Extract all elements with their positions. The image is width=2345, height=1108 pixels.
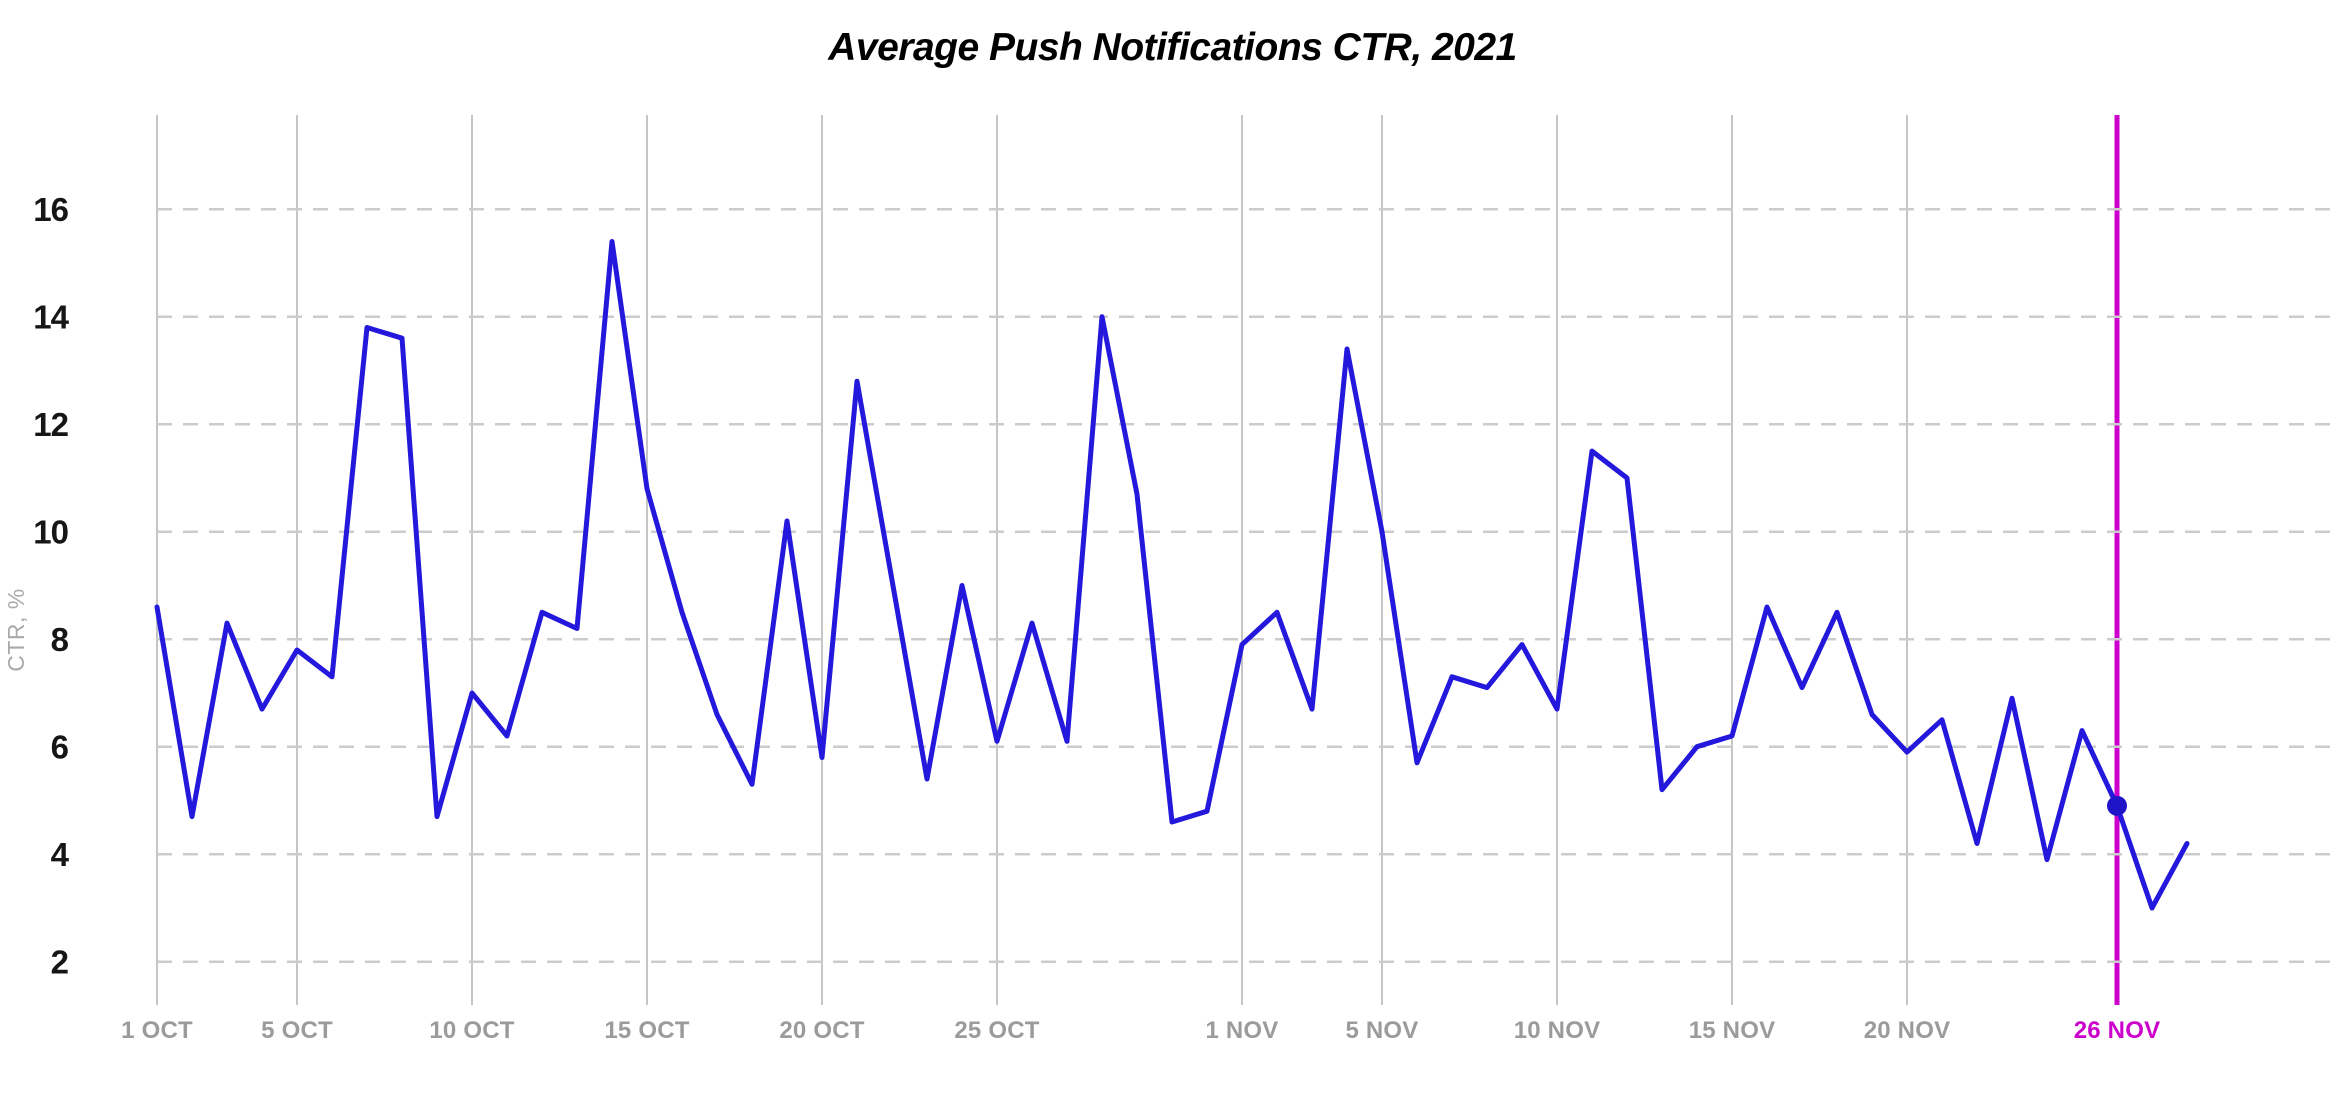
x-tick-label: 20 NOV — [1864, 1017, 1951, 1044]
y-tick-label: 10 — [33, 514, 68, 551]
y-tick-label: 14 — [33, 299, 69, 336]
x-tick-label: 1 OCT — [121, 1017, 193, 1044]
y-tick-label: 6 — [51, 729, 69, 766]
y-tick-label: 12 — [33, 406, 68, 443]
x-tick-label: 15 OCT — [604, 1017, 689, 1044]
y-tick-label: 4 — [51, 836, 70, 873]
ctr-line — [154, 239, 2190, 911]
y-tick-label: 8 — [51, 621, 69, 658]
x-tick-label: 10 NOV — [1514, 1017, 1601, 1044]
x-tick-label: 25 OCT — [954, 1017, 1039, 1044]
x-tick-label-highlight: 26 NOV — [2074, 1017, 2161, 1044]
y-tick-label: 2 — [51, 944, 69, 981]
x-tick-label: 5 OCT — [261, 1017, 333, 1044]
x-tick-label: 20 OCT — [779, 1017, 864, 1044]
x-tick-label: 5 NOV — [1345, 1017, 1418, 1044]
chart-title: Average Push Notifications CTR, 2021 — [828, 26, 1517, 69]
x-tick-label: 1 NOV — [1205, 1017, 1278, 1044]
highlight-point — [2107, 795, 2127, 816]
x-tick-label: 15 NOV — [1689, 1017, 1776, 1044]
x-tick-label: 10 OCT — [429, 1017, 514, 1044]
y-tick-label: 16 — [33, 191, 68, 228]
